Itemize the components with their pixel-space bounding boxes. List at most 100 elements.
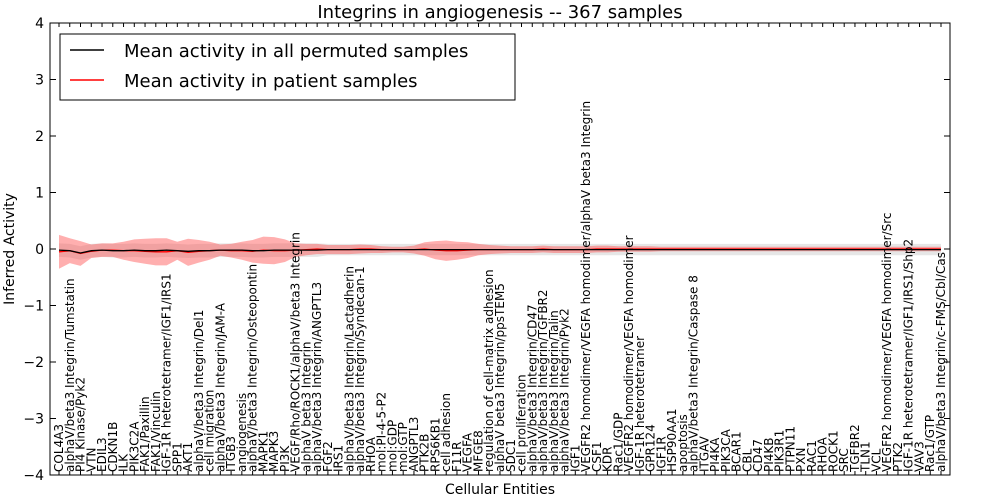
x-tick-label: PIK3C2A — [127, 421, 141, 472]
x-tick-label: PTPN11 — [783, 426, 797, 472]
legend-box — [59, 33, 516, 101]
x-tick-label: VEGFR2 homodimer/VEGFA homodimer/alphaV … — [579, 101, 593, 472]
band-permuted — [59, 243, 941, 260]
x-tick-label: VEGF/Rho/ROCK1/alphaV/beta3 Integrin — [289, 232, 303, 472]
x-tick-label: GPR124 — [644, 424, 658, 472]
x-tick-label: alphaV/beta3 Integrin/Syndecan-1 — [353, 266, 367, 472]
x-tick-label: AKT1 — [181, 442, 195, 472]
x-tick-label: MAPK3 — [267, 431, 281, 472]
legend-label-permuted: Mean activity in all permuted samples — [124, 41, 468, 62]
series-line-permuted — [58, 248, 941, 254]
x-tick-label: regulation of cell-matrix adhesion — [482, 269, 496, 472]
x-tick-label: HSP90AA1 — [665, 408, 679, 472]
x-tick-label: alphaV/beta3 Integrin/Osteopontin — [246, 264, 260, 472]
plot-frame — [49, 22, 951, 476]
x-tick-label: CD47 — [751, 439, 765, 472]
x-tick-label: ILK — [117, 453, 131, 472]
x-tick-label: VEGFA — [461, 432, 475, 472]
x-tick-label: F11R — [450, 441, 464, 472]
x-tick-label: MAPK1 — [256, 431, 270, 472]
y-tick-label: −1 — [23, 299, 44, 315]
x-tick-label: cell migration — [203, 390, 217, 472]
y-axis-ticks: −4 −3 −2 −1 0 1 2 3 4 — [23, 16, 950, 484]
x-tick-label: alphaV/beta3 Integrin/Pyk2 — [558, 308, 572, 472]
x-tick-label: ROCK1 — [826, 430, 840, 472]
x-tick-label: PTK2B — [418, 434, 432, 472]
x-tick-label: IGF-1R heterotetramer/IGF1/IRS1/Shp2 — [902, 239, 916, 472]
y-tick-label: −4 — [23, 468, 44, 484]
x-tick-label: PTK2 — [891, 442, 905, 472]
x-tick-label: alphaV/beta3 Integrin/TGFBR2 — [536, 289, 550, 472]
band-patient — [59, 234, 941, 269]
x-tick-label: cell adhesion — [439, 393, 453, 472]
x-tick-label: PI4KA — [708, 437, 722, 472]
y-axis-label: Inferred Activity — [2, 193, 18, 305]
x-tick-label: alphaV/beta3 Integrin/Lactadherin — [342, 266, 356, 472]
series-lines — [58, 248, 941, 255]
x-tick-label: VEGFR2 homodimer/VEGFA homodimer/Src — [880, 212, 894, 472]
x-tick-label: TLN1 — [859, 441, 873, 473]
chart-title: Integrins in angiogenesis -- 367 samples — [317, 2, 682, 23]
x-tick-label: TGFBR2 — [848, 424, 862, 473]
x-tick-label: alphaV beta3 Integrin — [299, 341, 313, 472]
x-tick-label: PI3K — [278, 445, 292, 472]
x-tick-label: BCAR1 — [730, 431, 744, 472]
x-tick-label: ANGPTL3 — [407, 417, 421, 472]
x-tick-label: FAK1/Vinculin — [149, 391, 163, 472]
x-tick-label: RHOA — [816, 436, 830, 472]
confidence-bands — [59, 234, 941, 269]
y-tick-label: 4 — [35, 16, 44, 32]
x-tick-label: FAK1/Paxillin — [138, 396, 152, 472]
x-tick-label: VCL — [870, 448, 884, 472]
x-tick-label: ITGB3 — [224, 436, 238, 472]
x-tick-label: mol:GTP — [396, 422, 410, 472]
x-tick-label: PIK3R1 — [773, 430, 787, 472]
x-tick-label: SRC — [837, 448, 851, 472]
x-tick-label: alphaV/beta3 Integrin/ANGPTL3 — [310, 282, 324, 472]
x-tick-label: IGF-1R heterotetramer/IGF1/IRS1 — [160, 273, 174, 472]
x-tick-label: alphaV/beta3 Integrin/Caspase 8 — [687, 275, 701, 472]
x-tick-label: CBL — [740, 448, 754, 472]
x-tick-label: VAV3 — [913, 441, 927, 472]
x-tick-label: CDKN1B — [106, 422, 120, 472]
x-tick-label: alphaV/beta3 Integrin/JAM-A — [213, 302, 227, 472]
x-tick-label: MFGE8 — [472, 430, 486, 472]
x-tick-label: alphaV/beta3 Integrin/Tumstatin — [63, 278, 77, 472]
x-tick-label: angiogenesis — [235, 393, 249, 472]
x-tick-label: IGF1R — [654, 436, 668, 472]
x-tick-label: IRS1 — [332, 445, 346, 472]
x-tick-label: alphaV/beta3 Integrin/CD47 — [525, 304, 539, 472]
y-tick-label: 1 — [35, 186, 44, 202]
x-tick-label: alphaV/beta3 Integrin/Del1 — [192, 310, 206, 472]
x-tick-label: IGF-1R heterotetramer — [633, 336, 647, 472]
x-tick-label: EDIL3 — [95, 437, 109, 472]
y-tick-label: 3 — [35, 73, 44, 89]
x-tick-label: VEGFR2 homodimer/VEGFA homodimer — [622, 235, 636, 472]
x-tick-label: RAC1 — [805, 440, 819, 472]
x-tick-label: PI4KB — [762, 437, 776, 472]
y-tick-label: 2 — [35, 129, 44, 145]
x-tick-label: alphaV/beta3 Integrin/c-FMS/Cbl/Cas — [934, 252, 948, 472]
x-tick-label: mol:GDP — [385, 420, 399, 472]
legend-label-patient: Mean activity in patient samples — [124, 71, 418, 92]
y-tick-label: −3 — [23, 412, 44, 428]
y-tick-label: −2 — [23, 355, 44, 371]
x-tick-label: apoptosis — [676, 414, 690, 472]
y-tick-label: 0 — [35, 242, 44, 258]
x-tick-label: cell proliferation — [515, 374, 529, 472]
x-tick-label: CSF1 — [590, 441, 604, 472]
x-tick-label: FGF2 — [321, 441, 335, 472]
x-tick-label: SDC1 — [504, 439, 518, 472]
x-tick-label: alphaV beta3 Integrin/ppsTEM5 — [493, 283, 507, 472]
x-tick-label: IGF1 — [568, 445, 582, 472]
x-tick-label: KDR — [601, 447, 615, 472]
x-tick-label: Rac1/GDP — [611, 413, 625, 472]
x-tick-label: mol:PI-4-5-P2 — [375, 392, 389, 472]
x-tick-label: alphaV/beta3 Integrin/Talin — [547, 310, 561, 472]
x-tick-label: VTN — [84, 447, 98, 472]
x-tick-label: PIK3CA — [719, 428, 733, 472]
x-tick-label: COL4A3 — [52, 424, 66, 472]
x-tick-label: RPS6KB1 — [429, 417, 443, 472]
